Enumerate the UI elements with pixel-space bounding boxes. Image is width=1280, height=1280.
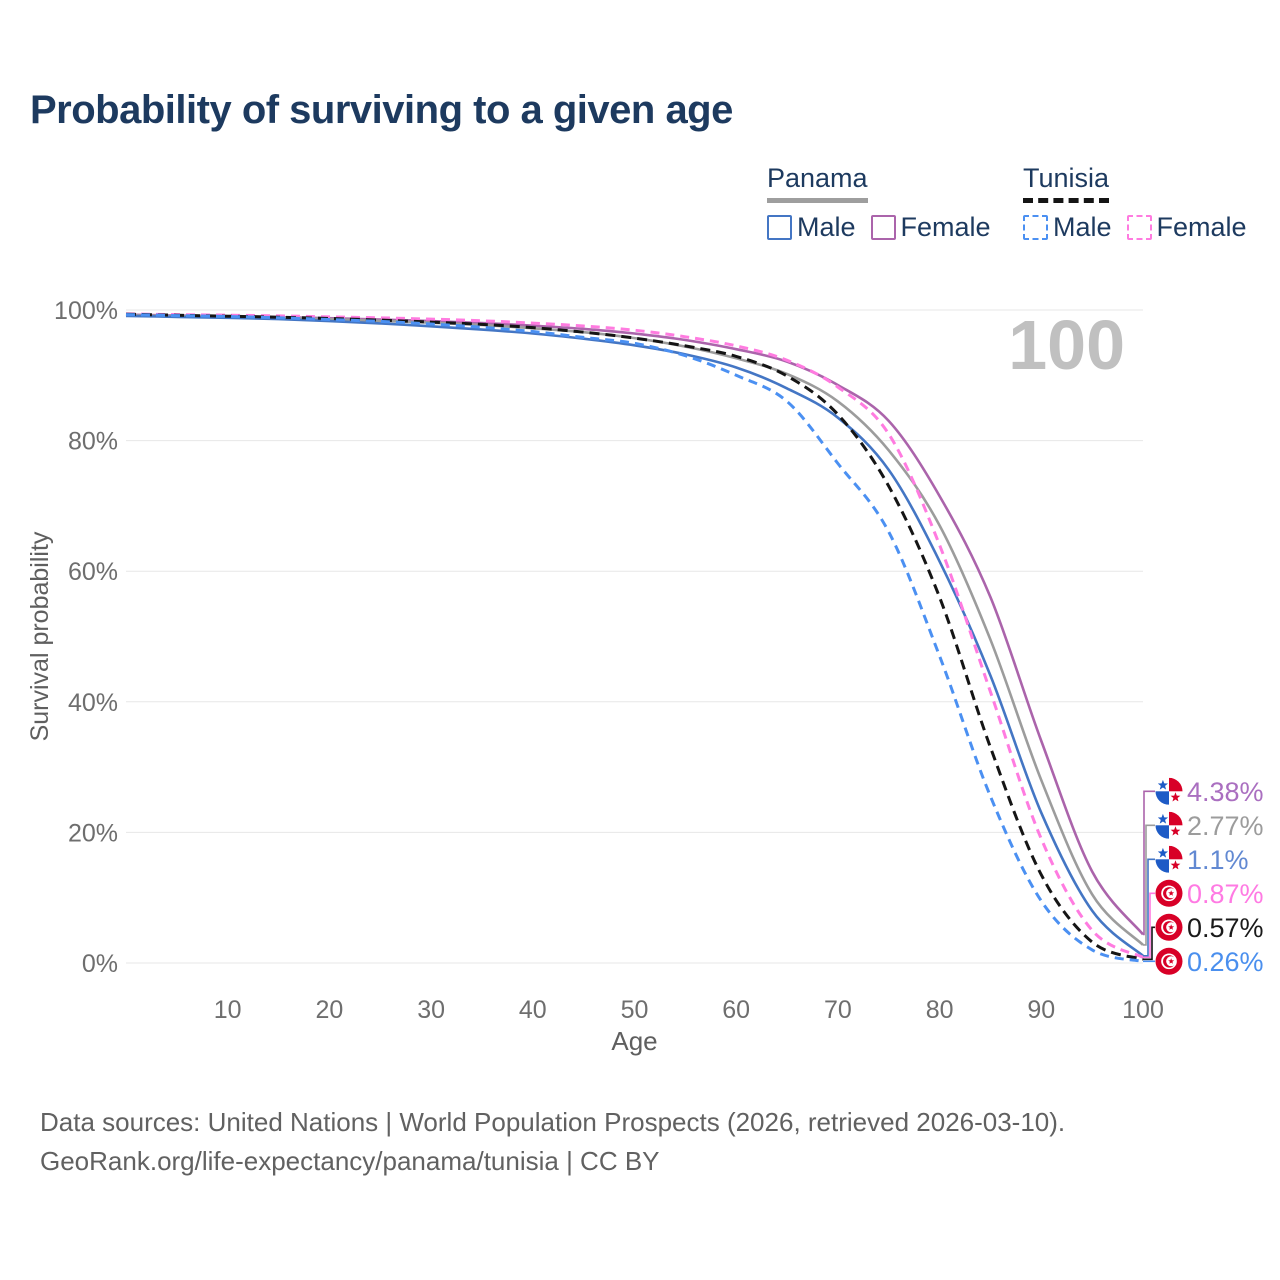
y-tick-label: 60% (68, 558, 118, 586)
legend-item-tunisia-female[interactable]: Female (1126, 212, 1247, 243)
end-label-panama[interactable]: 2.77% (1143, 811, 1264, 946)
x-tick-label: 80 (926, 996, 954, 1024)
legend-item-label: Female (1156, 212, 1247, 242)
line-panama-male[interactable] (125, 314, 1144, 957)
line-tunisia-female[interactable] (125, 312, 1144, 959)
line-panama[interactable] (125, 313, 1144, 946)
legend-item-panama-female[interactable]: Female (870, 212, 991, 243)
end-label-tunisia[interactable]: 0.57% (1143, 913, 1264, 961)
panama-flag-icon (1155, 811, 1183, 839)
legend-item-tunisia-male[interactable]: Male (1023, 212, 1112, 243)
tunisia-flag-icon (1155, 913, 1183, 941)
line-tunisia-male[interactable] (125, 313, 1144, 963)
x-tick-label: 50 (621, 996, 649, 1024)
end-label-panama-female[interactable]: 4.38% (1143, 777, 1264, 936)
y-tick-label: 40% (68, 689, 118, 717)
tunisia-male-swatch-icon (1023, 215, 1048, 240)
attribution-line: GeoRank.org/life-expectancy/panama/tunis… (40, 1146, 660, 1176)
end-value-label: 1.1% (1187, 845, 1249, 875)
x-tick-label: 30 (417, 996, 445, 1024)
end-label-tunisia-female[interactable]: 0.87% (1143, 879, 1264, 959)
y-tick-label: 0% (82, 950, 118, 978)
x-tick-label: 10 (214, 996, 242, 1024)
connector-line (1143, 824, 1155, 946)
end-value-label: 0.87% (1187, 879, 1264, 909)
y-tick-label: 80% (68, 428, 118, 456)
y-tick-label: 100% (54, 297, 118, 325)
connector-line (1143, 790, 1155, 936)
legend-item-label: Male (797, 212, 856, 242)
data-sources-line: Data sources: United Nations | World Pop… (40, 1107, 1066, 1137)
panama-flag-icon (1155, 777, 1183, 805)
connector-line (1143, 926, 1155, 961)
x-tick-label: 100 (1122, 996, 1164, 1024)
age-watermark: 100 (1008, 306, 1125, 384)
y-axis-label: Survival probability (26, 531, 54, 741)
tunisia-flag-icon (1155, 879, 1183, 907)
connector-line (1143, 892, 1155, 959)
x-tick-label: 20 (315, 996, 343, 1024)
tunisia-flag-icon (1155, 947, 1183, 975)
tunisia-female-swatch-icon (1126, 215, 1152, 240)
end-value-label: 4.38% (1187, 777, 1264, 807)
line-panama-female[interactable] (125, 313, 1145, 936)
legend-group-title-panama: Panama (767, 163, 868, 203)
x-tick-label: 40 (519, 996, 547, 1024)
connector-line (1143, 858, 1155, 957)
legend-group-title-text: Panama (767, 163, 868, 193)
legend-group-title-text: Tunisia (1023, 163, 1110, 193)
legend-item-panama-male[interactable]: Male (767, 212, 856, 243)
legend-group-panama: Panama Male Female (767, 163, 1006, 243)
end-label-tunisia-male[interactable]: 0.26% (1143, 947, 1264, 977)
end-value-label: 0.26% (1187, 947, 1264, 977)
panama-flag-icon (1155, 845, 1183, 873)
end-value-label: 0.57% (1187, 913, 1264, 943)
page-title: Probability of surviving to a given age (30, 88, 733, 132)
panama-male-swatch-icon (767, 215, 792, 240)
x-tick-label: 70 (824, 996, 852, 1024)
legend-group-title-tunisia: Tunisia (1023, 163, 1110, 203)
panama-female-swatch-icon (870, 215, 896, 240)
end-value-label: 2.77% (1187, 811, 1264, 841)
line-tunisia[interactable] (125, 312, 1144, 961)
x-tick-label: 90 (1027, 996, 1055, 1024)
x-tick-label: 60 (722, 996, 750, 1024)
legend-group-tunisia: Tunisia Male Female (1023, 163, 1262, 243)
legend-item-label: Female (900, 212, 991, 242)
legend-item-label: Male (1053, 212, 1112, 242)
y-tick-label: 20% (68, 819, 118, 847)
x-axis-label: Age (611, 1026, 657, 1056)
footer: Data sources: United Nations | World Pop… (40, 1103, 1065, 1181)
